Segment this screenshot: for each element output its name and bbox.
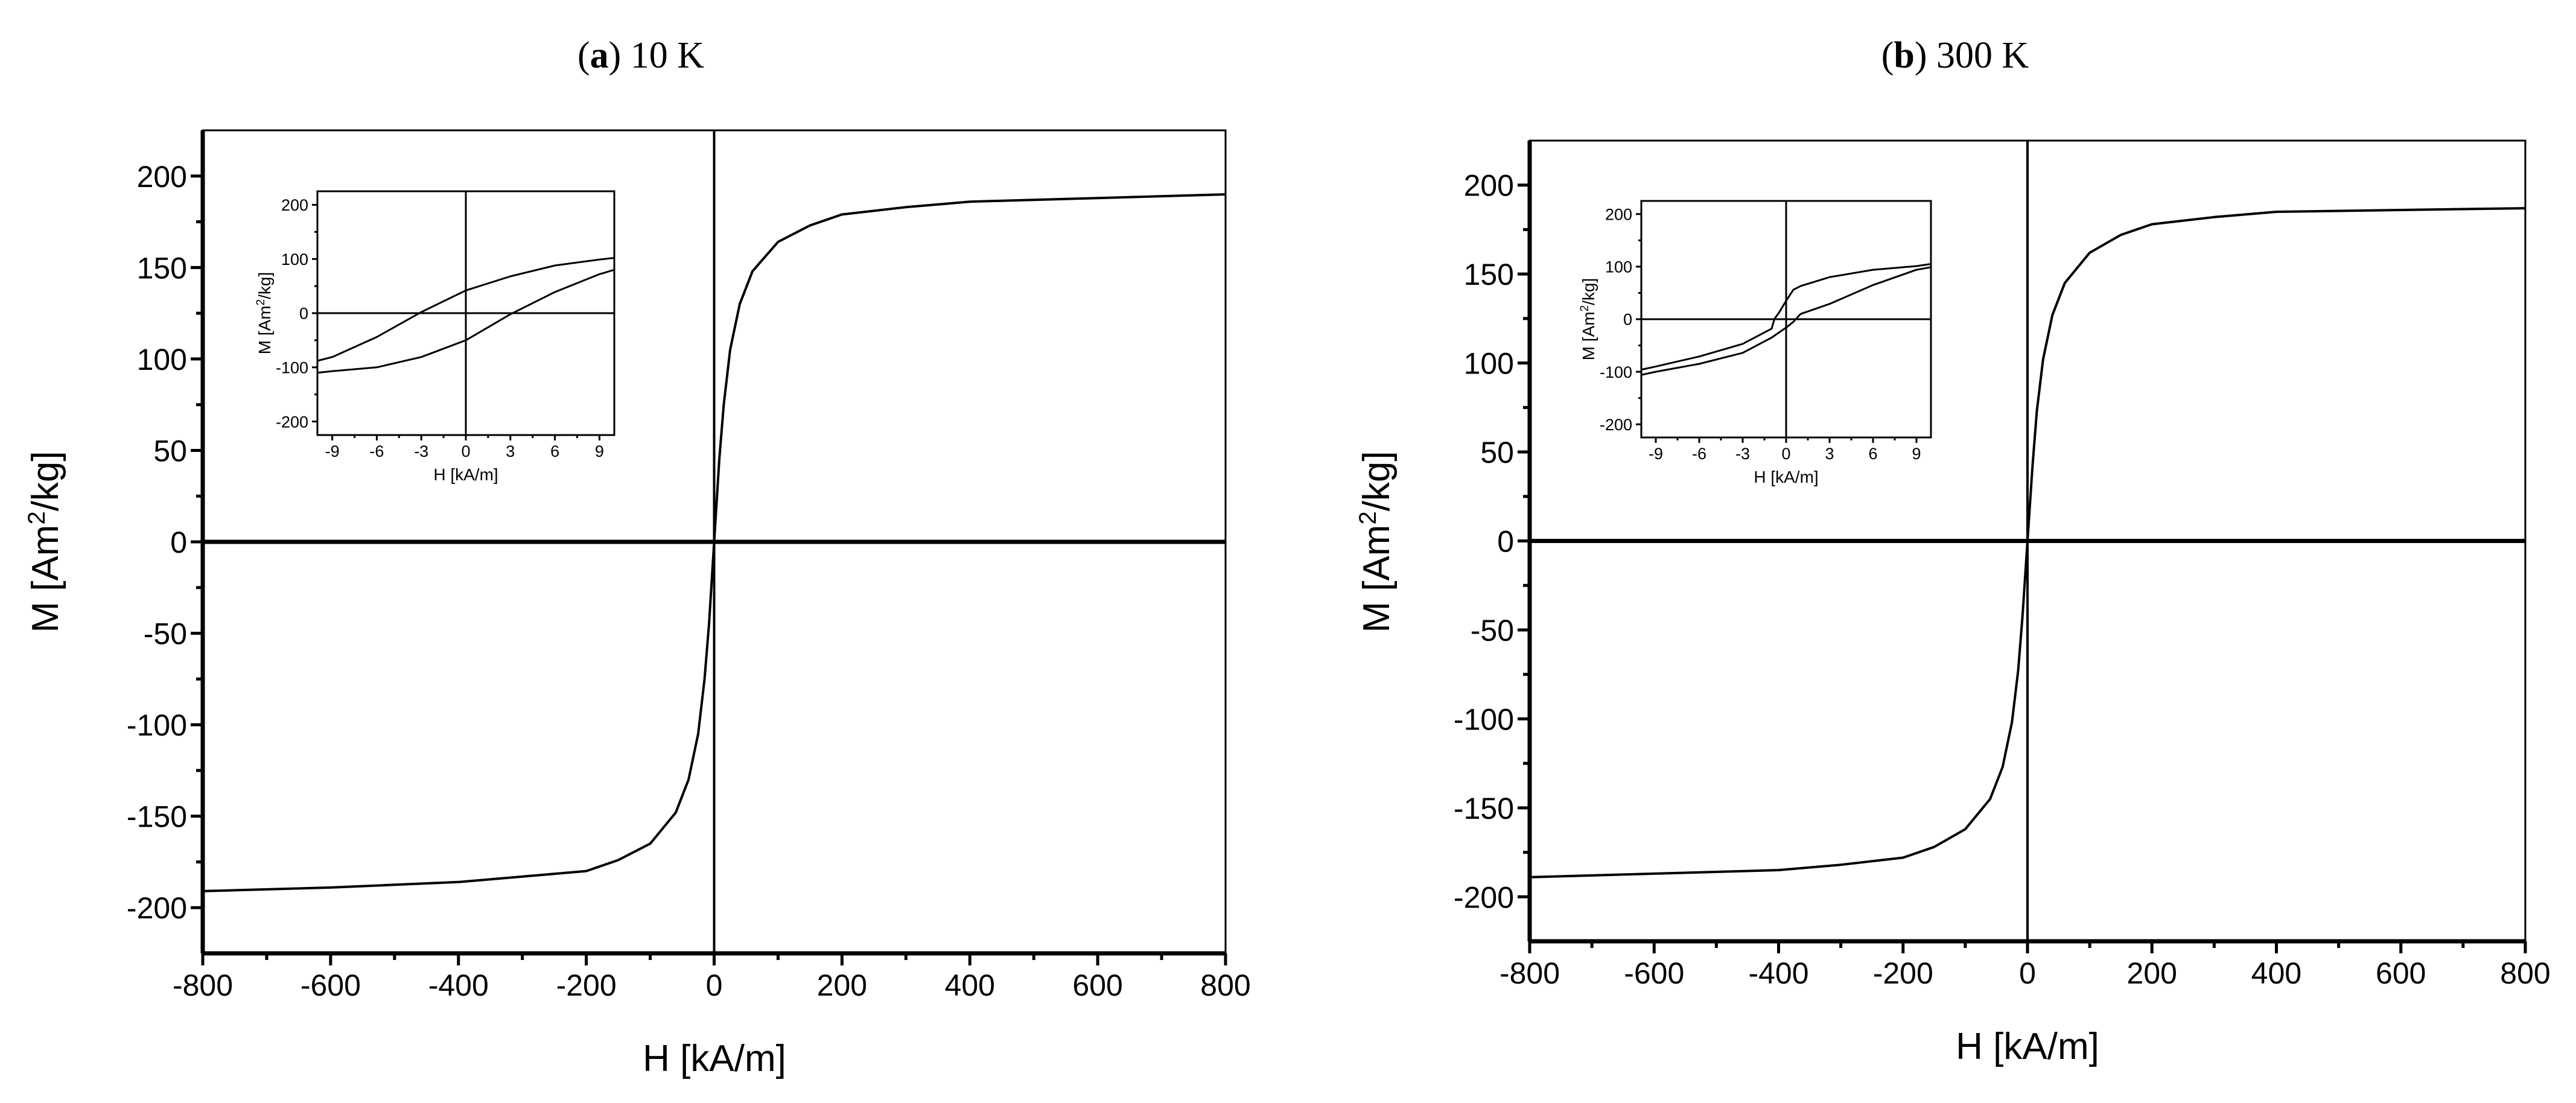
panel-b-title-text: 300 K [1927,35,2029,76]
panel-a-inset-ylabel: M [Am2/kg] [255,272,274,355]
panel-a-ylabel: M [Am2/kg] [24,451,66,632]
ylabel-sup: 2 [24,511,50,524]
panel-a-y-tick-label: -50 [144,617,187,651]
panel-a-x-tick-label: -800 [173,968,233,1002]
panel-b-inset-curve-1 [1641,266,1932,376]
panel-b-curve-0 [1529,207,2526,879]
panel-b-x-tick-label: 0 [2019,956,2036,990]
panel-a-y-tick-label: 200 [137,160,187,194]
panel-a-x-tick-label: 400 [945,968,995,1002]
panel-b-xlabel: H [kA/m] [1956,1026,2099,1067]
panel-b-inset-y-tick-label: -100 [1600,363,1632,381]
panel-b-y-tick-label: -150 [1454,792,1514,825]
inset-ylabel-tail: /kg] [1579,278,1598,305]
panel-a-curve-0 [202,193,1226,892]
ylabel-main: M [Am [1356,525,1398,633]
panel-a-y-tick-label: 150 [137,251,187,285]
ylabel-sup: 2 [1355,511,1381,524]
panel-a-inset: -9 -6 -3 0 3 6 9 -200 -100 0 100 200 [276,190,615,460]
panel-b-x-tick-label: -800 [1499,956,1560,990]
panel-a-x-tick-label: 200 [817,968,867,1002]
panel-b-inset-x-tick-label: -9 [1649,445,1663,463]
panel-b-inset-ylabel: M [Am2/kg] [1579,278,1598,361]
panel-a-inset-x-tick-label: 9 [595,442,604,460]
panel-b-x-tick-label: 200 [2127,956,2177,990]
panel-a-label: a [590,35,609,76]
panel-a-y-tick-label: 100 [137,343,187,377]
panel-b-y-tick-label: 0 [1497,525,1514,559]
panel-b-title: (b) 300 K [1881,35,2029,76]
panel-b-x-tick-label: 400 [2251,956,2301,990]
panel-a-inset-x-tick-label: -9 [325,442,340,460]
panel-b-inset-x-tick-label: 3 [1825,445,1834,463]
panel-a-inset-curve-1 [317,269,615,374]
panel-b-y-tick-label: -50 [1471,614,1514,647]
panel-b: (b) 300 K H [kA/m] M [Am2/kg] H [kA/m] M… [1355,35,2551,1067]
panel-b-y-tick-label: -100 [1454,702,1514,736]
panel-b-inset: -9 -6 -3 0 3 6 9 -200 -100 0 100 200 [1600,200,1932,463]
panel-b-y-tick-label: 100 [1464,347,1514,381]
panel-a-inset-curve-0 [317,256,615,362]
panel-b-inset-curve-0 [1641,263,1932,371]
panel-b-inset-y-tick-label: 200 [1605,205,1632,223]
panel-a-inset-x-tick-label: -3 [414,442,428,460]
panel-a-xlabel: H [kA/m] [643,1038,786,1079]
panel-b-inset-xlabel: H [kA/m] [1754,468,1818,486]
panel-a-y-tick-label: 0 [170,526,187,559]
panel-b-inset-x-tick-label: 0 [1781,445,1790,463]
panel-a-x-tick-label: -400 [428,968,489,1002]
panel-a-x-tick-label: 0 [706,968,723,1002]
panel-b-x-tick-label: 800 [2500,956,2550,990]
panel-a-inset-y-tick-label: 0 [299,305,308,323]
panel-b-inset-y-tick-label: 100 [1605,258,1632,276]
panel-a-y-tick-label: -200 [127,891,187,925]
panel-b-inset-x-tick-label: -6 [1692,445,1706,463]
panel-a-inset-x-tick-label: 3 [506,442,515,460]
panel-a-x-tick-label: -200 [556,968,617,1002]
panel-a-inset-x-tick-label: 0 [461,442,470,460]
panel-b-label: b [1894,35,1914,76]
ylabel-tail: /kg] [1356,451,1398,511]
panel-a-inset-x-tick-label: -6 [369,442,384,460]
panel-b-inset-x-tick-label: 9 [1912,445,1921,463]
panel-b-y-tick-label: 200 [1464,169,1514,203]
panel-a-y-tick-label: -150 [127,800,187,834]
ylabel-tail: /kg] [25,451,66,511]
panel-b-x-tick-label: 600 [2376,956,2426,990]
panel-a-inset-xlabel: H [kA/m] [433,465,498,484]
panel-a-inset-y-tick-label: 100 [281,250,308,269]
panel-a: (a) 10 K H [kA/m] M [Am2/kg] H [kA/m] M … [24,35,1251,1079]
panel-b-ylabel: M [Am2/kg] [1355,451,1398,632]
panel-a-title-text: 10 K [621,35,704,76]
panel-a-x-tick-label: -600 [301,968,361,1002]
panel-a-inset-x-tick-label: 6 [550,442,559,460]
panel-b-x-tick-label: -600 [1624,956,1684,990]
panel-a-y-tick-label: -100 [127,708,187,742]
panel-b-inset-y-tick-label: -200 [1600,416,1632,434]
panel-b-inset-x-tick-label: 6 [1868,445,1877,463]
inset-ylabel-sup: 2 [255,299,267,306]
panel-a-title: (a) 10 K [577,35,704,76]
inset-ylabel-main: M [Am [255,305,274,354]
inset-ylabel-main: M [Am [1579,311,1598,360]
panel-b-x-tick-label: -400 [1748,956,1808,990]
panel-b-y-tick-label: -200 [1454,880,1514,914]
panel-b-y-tick-label: 50 [1480,436,1514,469]
panel-b-y-tick-label: 150 [1464,258,1514,291]
panel-a-x-tick-label: 600 [1072,968,1122,1002]
inset-ylabel-sup: 2 [1579,305,1591,312]
panel-a-inset-y-tick-label: -100 [276,358,308,377]
panel-a-x-tick-label: 800 [1200,968,1250,1002]
panel-a-y-tick-label: 50 [153,434,187,468]
panel-b-inset-x-tick-label: -3 [1735,445,1750,463]
panel-b-x-tick-label: -200 [1873,956,1933,990]
panel-a-inset-y-tick-label: -200 [276,413,308,431]
ylabel-main: M [Am [25,525,66,633]
panel-b-inset-y-tick-label: 0 [1623,311,1632,329]
inset-ylabel-tail: /kg] [255,272,274,299]
panel-a-inset-y-tick-label: 200 [281,196,308,214]
